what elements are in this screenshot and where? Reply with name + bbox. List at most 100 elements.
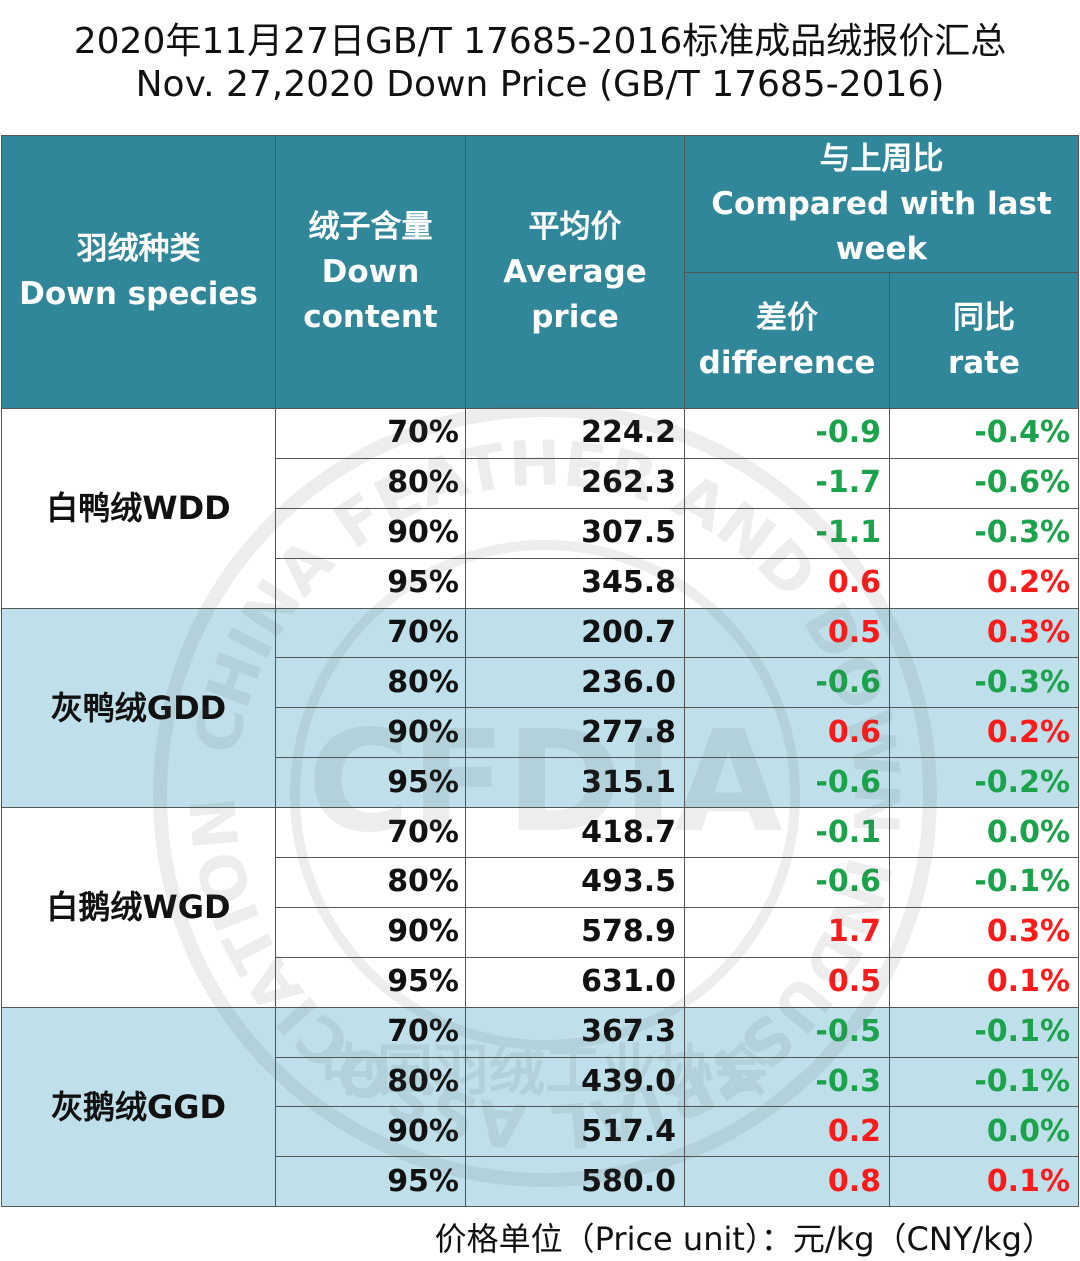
content-cell: 80% (275, 657, 466, 709)
species-cell: 白鸭绒WDD (1, 408, 276, 609)
header-species: 羽绒种类 Down species (1, 135, 276, 409)
rate-cell: -0.3% (888, 507, 1080, 559)
content-cell: 95% (275, 956, 466, 1008)
content-cell: 80% (275, 1056, 466, 1108)
header-rate-cn: 同比 (953, 299, 1015, 336)
header-price-en1: Average (503, 253, 647, 290)
content-cell: 70% (275, 607, 466, 659)
rate-cell: -0.3% (888, 657, 1080, 709)
rate-cell: 0.1% (888, 956, 1080, 1008)
species-cell: 白鹅绒WGD (1, 807, 276, 1008)
header-content-en2: content (303, 298, 438, 335)
diff-cell: 0.5 (684, 607, 890, 659)
header-compare-cn: 与上周比 (819, 140, 944, 177)
table-row: 80% 439.0 -0.3 -0.1% (2, 1056, 1080, 1108)
table-row: 95% 580.0 0.8 0.1% (2, 1156, 1080, 1208)
price-cell: 580.0 (465, 1156, 685, 1208)
price-cell: 439.0 (465, 1056, 685, 1108)
content-cell: 70% (275, 1006, 466, 1058)
diff-cell: 0.8 (684, 1156, 890, 1208)
table-row: 灰鸭绒GDD 70% 200.7 0.5 0.3% (1, 607, 1080, 809)
rate-cell: -0.1% (888, 1056, 1080, 1108)
price-cell: 493.5 (465, 857, 685, 908)
header-compare-en1: Compared with last (711, 185, 1052, 222)
rate-cell: 0.1% (888, 1156, 1080, 1208)
page-title-cn: 2020年11月27日GB/T 17685-2016标准成品绒报价汇总 (73, 21, 1007, 62)
rate-cell: -0.6% (888, 457, 1080, 509)
header-price-en2: price (531, 298, 619, 335)
rate-cell: -0.4% (888, 408, 1080, 459)
table-row: 90% 277.8 0.6 0.2% (2, 707, 1080, 759)
price-cell: 224.2 (465, 408, 685, 459)
rate-cell: 0.3% (888, 607, 1080, 659)
price-table: 羽绒种类 Down species 绒子含量 Down content 平均价 … (1, 135, 1080, 1208)
content-cell: 80% (275, 857, 466, 908)
header-diff-en: difference (698, 344, 876, 381)
table-row: 灰鹅绒GGD 70% 367.3 -0.5 -0.1% (1, 1006, 1080, 1208)
rate-cell: -0.1% (888, 1006, 1080, 1058)
header-diff-cn: 差价 (756, 299, 818, 336)
diff-cell: -0.5 (684, 1006, 890, 1058)
table-row: 80% 493.5 -0.6 -0.1% (2, 857, 1080, 908)
diff-cell: 0.6 (684, 707, 890, 759)
diff-cell: -0.6 (684, 857, 890, 908)
table-row: 80% 262.3 -1.7 -0.6% (2, 457, 1080, 509)
content-cell: 70% (275, 807, 466, 859)
table-row: 95% 315.1 -0.6 -0.2% (2, 757, 1080, 809)
content-cell: 95% (275, 1156, 466, 1208)
price-cell: 262.3 (465, 457, 685, 509)
diff-cell: -0.3 (684, 1056, 890, 1108)
price-cell: 367.3 (465, 1006, 685, 1058)
price-table-body: 白鸭绒WDD 70% 224.2 -0.9 -0.4% 80% 262.3 -1.7 -0.6%… (1, 408, 1080, 1208)
rate-cell: 0.2% (888, 557, 1080, 609)
content-cell: 95% (275, 757, 466, 809)
header-content-cn: 绒子含量 (308, 208, 433, 245)
header-species-en: Down species (19, 276, 258, 312)
rate-cell: 0.3% (888, 906, 1080, 958)
diff-cell: 0.2 (684, 1106, 890, 1158)
table-row: 90% 307.5 -1.1 -0.3% (2, 507, 1080, 559)
price-cell: 307.5 (465, 507, 685, 559)
diff-cell: 0.6 (684, 557, 890, 609)
diff-cell: -1.7 (684, 457, 890, 509)
diff-cell: -1.1 (684, 507, 890, 559)
header-content: 绒子含量 Down content (275, 135, 466, 409)
price-cell: 418.7 (465, 807, 685, 859)
content-cell: 80% (275, 457, 466, 509)
diff-cell: 1.7 (684, 906, 890, 958)
content-cell: 70% (275, 408, 466, 459)
price-unit-note: 价格单位（Price unit）：元/kg（CNY/kg） (434, 1220, 1054, 1258)
table-row: 95% 345.8 0.6 0.2% (2, 557, 1080, 609)
price-cell: 631.0 (465, 956, 685, 1008)
rate-cell: 0.0% (888, 1106, 1080, 1158)
header-compare: 与上周比 Compared with last week (683, 135, 1080, 273)
price-cell: 345.8 (465, 557, 685, 609)
price-cell: 578.9 (465, 906, 685, 958)
header-content-en1: Down (321, 253, 420, 290)
price-cell: 517.4 (465, 1106, 685, 1158)
header-rate: 同比 rate (888, 272, 1080, 409)
diff-cell: -0.6 (684, 657, 890, 709)
rate-cell: 0.0% (888, 807, 1080, 859)
rate-cell: 0.2% (888, 707, 1080, 759)
price-cell: 315.1 (465, 757, 685, 809)
content-cell: 90% (275, 906, 466, 958)
price-cell: 200.7 (465, 607, 685, 659)
table-row: 白鹅绒WGD 70% 418.7 -0.1 0.0% (1, 807, 1080, 1008)
header-compare-en2: week (835, 230, 928, 267)
rate-cell: -0.2% (888, 757, 1080, 809)
table-row: 90% 578.9 1.7 0.3% (2, 906, 1080, 958)
content-cell: 90% (275, 707, 466, 759)
table-row: 90% 517.4 0.2 0.0% (2, 1106, 1080, 1158)
header-species-cn: 羽绒种类 (76, 231, 201, 267)
header-price: 平均价 Average price (465, 135, 685, 409)
species-cell: 灰鹅绒GGD (1, 1006, 276, 1208)
header-price-cn: 平均价 (528, 208, 622, 245)
content-cell: 90% (275, 1106, 466, 1158)
price-cell: 236.0 (465, 657, 685, 709)
diff-cell: -0.1 (684, 807, 890, 859)
rate-cell: -0.1% (888, 857, 1080, 908)
page-title-en: Nov. 27,2020 Down Price (GB/T 17685-2016… (135, 64, 945, 105)
price-cell: 277.8 (465, 707, 685, 759)
header-difference: 差价 difference (684, 272, 890, 409)
